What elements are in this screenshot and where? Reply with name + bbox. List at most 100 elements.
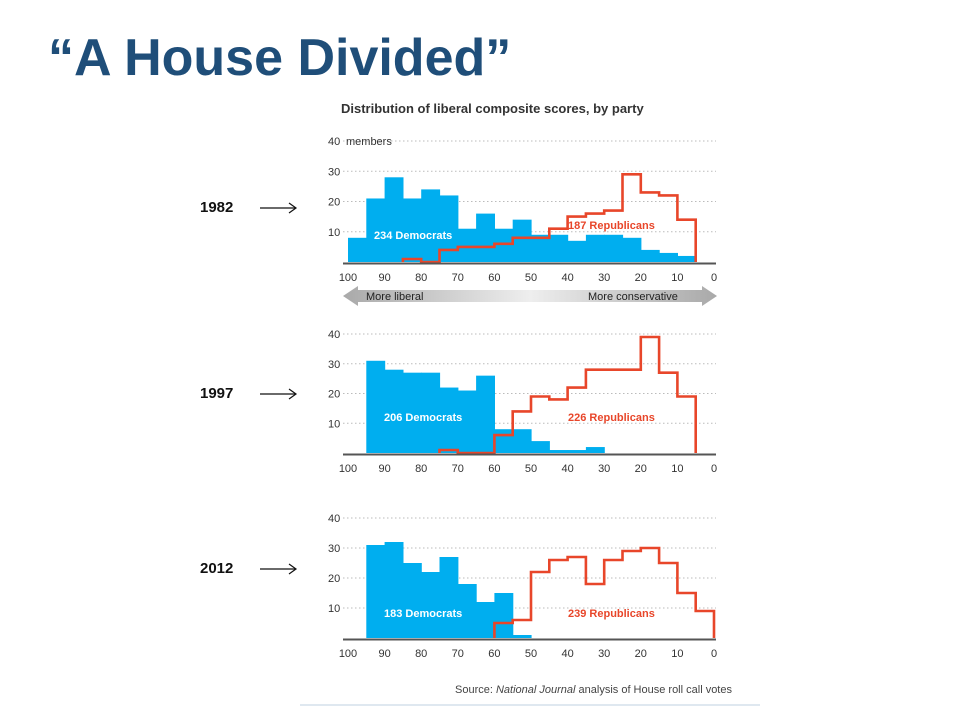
source-prefix: Source:: [455, 684, 496, 696]
democrat-bar: [402, 372, 422, 453]
source-note: Source: National Journal analysis of Hou…: [455, 684, 732, 696]
x-tick-label: 50: [525, 463, 537, 475]
republican-step-line: [493, 546, 716, 638]
democrat-bar: [640, 249, 660, 262]
right-arrow-icon: [260, 563, 298, 575]
republican-step-line: [401, 173, 697, 264]
democrat-bar: [512, 429, 532, 453]
y-tick-label: 40: [328, 513, 340, 525]
x-tick-label: 10: [671, 463, 683, 475]
source-suffix: analysis of House roll call votes: [575, 684, 732, 696]
democrat-bar: [439, 557, 459, 638]
x-tick-label: 90: [378, 272, 390, 284]
democrat-bar: [494, 228, 514, 262]
x-tick-label: 90: [378, 463, 390, 475]
democrat-bar: [384, 177, 404, 262]
y-tick-label: 30: [328, 543, 340, 555]
y-tick-label: 40: [328, 136, 340, 148]
democrat-bar: [604, 234, 624, 262]
x-tick-label: 60: [488, 648, 500, 660]
democrat-bar: [659, 252, 678, 262]
x-tick-label: 10: [671, 272, 683, 284]
x-tick-label: 0: [711, 648, 717, 660]
democrat-bar: [549, 450, 569, 453]
democrat-bar: [512, 635, 532, 638]
more-liberal-label: More liberal: [366, 291, 423, 303]
x-tick-label: 30: [598, 463, 610, 475]
x-tick-label: 80: [415, 463, 427, 475]
democrat-bar: [457, 584, 477, 638]
y-tick-label: 10: [328, 603, 340, 615]
democrats-label: 206 Democrats: [384, 412, 462, 424]
republicans-label: 187 Republicans: [568, 220, 655, 232]
democrat-bar: [567, 450, 587, 453]
democrat-bar: [384, 369, 404, 453]
x-tick-label: 50: [525, 272, 537, 284]
y-tick-label: 10: [328, 227, 340, 239]
democrat-bar: [402, 563, 422, 638]
x-tick-label: 60: [488, 463, 500, 475]
divider: [300, 704, 760, 706]
democrat-bar: [421, 189, 441, 262]
democrat-bar: [476, 375, 495, 453]
democrats-label: 183 Democrats: [384, 608, 462, 620]
x-tick-label: 70: [452, 463, 464, 475]
democrat-bar: [457, 228, 477, 262]
democrat-bar: [457, 390, 477, 453]
x-tick-label: 40: [561, 272, 573, 284]
year-label-1982: 1982: [200, 199, 234, 216]
x-tick-label: 20: [635, 463, 647, 475]
democrat-bar: [549, 234, 569, 262]
democrat-bar: [366, 360, 386, 453]
x-tick-label: 20: [635, 648, 647, 660]
democrat-bar: [677, 255, 697, 262]
x-tick-label: 30: [598, 272, 610, 284]
y-tick-label: 20: [328, 573, 340, 585]
democrat-bar: [384, 542, 404, 638]
x-tick-label: 0: [711, 272, 717, 284]
y-tick-label: 40: [328, 329, 340, 341]
x-tick-label: 40: [561, 648, 573, 660]
year-label-2012: 2012: [200, 560, 234, 577]
chart-title: Distribution of liberal composite scores…: [341, 101, 644, 116]
x-tick-label: 80: [415, 272, 427, 284]
right-arrow-icon: [260, 388, 298, 400]
democrat-bar: [439, 195, 459, 262]
republicans-label: 239 Republicans: [568, 608, 655, 620]
x-tick-label: 0: [711, 463, 717, 475]
x-tick-label: 100: [339, 463, 357, 475]
direction-arrow-band: [343, 286, 717, 306]
democrat-bar: [476, 602, 495, 638]
democrat-bar: [531, 441, 550, 453]
democrat-bar: [421, 372, 441, 453]
democrat-bar: [622, 237, 642, 262]
democrat-bar: [585, 447, 605, 453]
democrat-bar: [421, 572, 441, 638]
republican-step-line: [438, 335, 697, 455]
x-tick-label: 90: [378, 648, 390, 660]
democrat-bar: [439, 387, 459, 453]
democrat-bar: [348, 237, 367, 262]
more-conservative-label: More conservative: [588, 291, 678, 303]
slide-title: “A House Divided”: [48, 29, 512, 87]
year-label-1997: 1997: [200, 385, 234, 402]
right-arrow-icon: [260, 202, 298, 214]
x-tick-label: 20: [635, 272, 647, 284]
democrat-bar: [366, 545, 386, 638]
x-tick-label: 100: [339, 648, 357, 660]
x-tick-label: 70: [452, 272, 464, 284]
x-tick-label: 30: [598, 648, 610, 660]
democrat-bar: [567, 240, 587, 262]
y-tick-label: 20: [328, 389, 340, 401]
democrat-bar: [366, 198, 386, 262]
y-tick-label: 10: [328, 418, 340, 430]
x-tick-label: 60: [488, 272, 500, 284]
y-unit-label: members: [346, 136, 392, 148]
x-tick-label: 50: [525, 648, 537, 660]
democrat-bar: [402, 198, 422, 262]
source-publication: National Journal: [495, 684, 576, 696]
x-tick-label: 100: [339, 272, 357, 284]
democrat-bar: [512, 219, 532, 262]
x-tick-label: 80: [415, 648, 427, 660]
